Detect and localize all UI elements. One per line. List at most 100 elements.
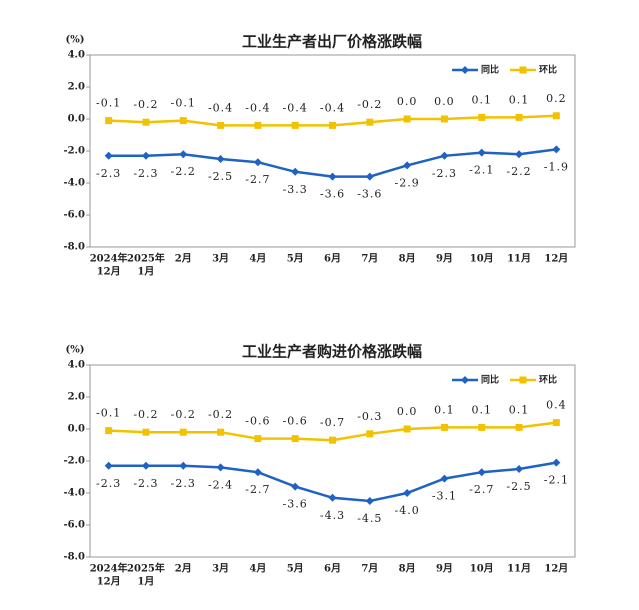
- x-tick-label: 7月: [361, 253, 378, 265]
- marker: [552, 419, 560, 427]
- marker: [519, 376, 527, 384]
- data-label: -3.3: [283, 183, 308, 196]
- marker: [291, 121, 299, 129]
- marker: [179, 461, 188, 470]
- marker: [179, 117, 187, 125]
- marker: [105, 117, 113, 125]
- marker: [515, 113, 523, 121]
- x-tick-label: 7月: [361, 563, 378, 575]
- y-tick-label: 0.0: [68, 424, 85, 435]
- x-tick-label: 9月: [436, 253, 453, 265]
- marker: [329, 436, 336, 444]
- y-tick-label: -8.0: [63, 552, 85, 563]
- marker: [253, 158, 262, 167]
- y-tick-label: -4.0: [63, 488, 85, 499]
- data-label: -0.4: [208, 101, 233, 114]
- data-label: -2.3: [432, 167, 457, 180]
- data-label: -3.6: [357, 188, 382, 201]
- data-label: -2.7: [245, 173, 270, 186]
- marker: [478, 423, 486, 431]
- x-tick-label: 12月: [97, 576, 121, 588]
- x-tick-label: 2024年: [90, 562, 128, 575]
- x-tick-label: 4月: [249, 563, 266, 575]
- marker: [552, 112, 560, 120]
- y-tick-label: -4.0: [63, 178, 85, 189]
- data-label: -2.3: [133, 477, 158, 490]
- x-tick-label: 3月: [212, 563, 229, 575]
- legend-label: 环比: [539, 374, 557, 386]
- marker: [440, 115, 448, 123]
- data-label: 0.0: [397, 405, 418, 418]
- legend-label: 同比: [481, 374, 499, 386]
- marker: [365, 172, 374, 181]
- data-label: 0.1: [509, 403, 530, 416]
- data-label: -2.5: [506, 480, 531, 493]
- data-label: -0.2: [133, 408, 158, 421]
- x-tick-label: 11月: [507, 253, 531, 265]
- x-tick-label: 3月: [212, 253, 229, 265]
- data-label: -2.4: [208, 478, 233, 491]
- x-tick-label: 12月: [97, 266, 121, 278]
- x-tick-label: 5月: [287, 253, 304, 265]
- data-label: -2.3: [96, 167, 121, 180]
- data-label: -3.6: [320, 188, 345, 201]
- marker: [478, 113, 486, 121]
- marker: [216, 155, 225, 163]
- chart-title: 工业生产者出厂价格涨跌幅: [242, 33, 422, 51]
- marker: [515, 150, 524, 159]
- marker: [365, 497, 374, 505]
- y-tick-label: -6.0: [63, 210, 85, 221]
- x-tick-label: 8月: [399, 563, 416, 575]
- data-label: -2.1: [544, 474, 569, 487]
- marker: [328, 493, 337, 502]
- data-label: 0.1: [509, 93, 530, 106]
- data-label: -1.9: [544, 160, 569, 173]
- x-tick-label: 2025年: [127, 252, 165, 265]
- marker: [104, 461, 113, 470]
- marker: [328, 172, 337, 181]
- marker: [515, 423, 523, 431]
- marker: [440, 423, 448, 431]
- x-tick-label: 2025年: [127, 562, 165, 575]
- marker: [217, 428, 225, 436]
- marker: [179, 428, 187, 436]
- x-tick-label: 10月: [470, 253, 494, 265]
- plot-frame: [89, 54, 576, 248]
- data-label: -0.6: [283, 415, 308, 428]
- x-tick-label: 1月: [137, 576, 154, 588]
- data-label: 0.0: [397, 95, 418, 108]
- marker: [254, 121, 262, 129]
- marker: [477, 468, 486, 477]
- data-label: -0.2: [357, 98, 382, 111]
- data-label: 0.0: [434, 95, 455, 108]
- marker: [142, 118, 150, 126]
- data-label: -0.6: [245, 415, 270, 428]
- marker: [552, 145, 561, 154]
- x-tick-label: 5月: [287, 563, 304, 575]
- legend-label: 同比: [481, 64, 499, 76]
- x-tick-label: 6月: [324, 253, 341, 265]
- data-label: 0.2: [546, 92, 567, 105]
- data-label: -0.1: [171, 97, 196, 110]
- data-label: -0.4: [320, 101, 345, 114]
- x-tick-label: 12月: [544, 253, 568, 265]
- data-label: -2.1: [469, 164, 494, 177]
- data-label: -2.7: [245, 483, 270, 496]
- data-label: 0.1: [471, 403, 492, 416]
- data-label: 0.1: [434, 403, 455, 416]
- y-axis-label: (%): [66, 35, 85, 46]
- y-axis-label: (%): [66, 345, 85, 356]
- marker: [141, 151, 150, 160]
- data-label: -4.3: [320, 509, 345, 522]
- marker: [440, 474, 449, 483]
- data-label: -3.1: [432, 490, 457, 503]
- marker: [461, 66, 469, 74]
- x-tick-label: 2024年: [90, 252, 128, 265]
- data-label: -0.3: [357, 410, 382, 423]
- data-label: -0.7: [320, 416, 345, 429]
- data-label: -2.2: [171, 165, 196, 178]
- data-label: -0.4: [245, 101, 270, 114]
- x-tick-label: 10月: [470, 563, 494, 575]
- marker: [253, 468, 262, 477]
